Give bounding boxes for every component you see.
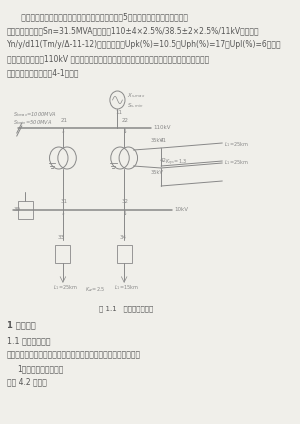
Text: 34: 34 (119, 235, 126, 240)
Text: 30: 30 (14, 207, 20, 212)
Text: 41: 41 (159, 138, 167, 143)
Text: 35kV: 35kV (151, 138, 164, 143)
Text: 110kV: 110kV (154, 125, 171, 130)
Text: 31: 31 (60, 199, 68, 204)
Text: 11: 11 (115, 110, 122, 115)
Text: $L_1$=25km: $L_1$=25km (53, 283, 77, 292)
Text: 22: 22 (122, 118, 129, 123)
Text: 42: 42 (159, 158, 167, 163)
Bar (18, 201, 33, 219)
Text: $S_{kmin}$=500MVA: $S_{kmin}$=500MVA (13, 118, 52, 127)
Text: ↓: ↓ (122, 211, 127, 216)
Text: 10kV: 10kV (175, 207, 188, 212)
Text: 1、画出线路等值电路: 1、画出线路等值电路 (17, 364, 63, 373)
Text: ↓: ↓ (61, 211, 66, 216)
Text: 接接地。其余参数如图4-1所示。: 接接地。其余参数如图4-1所示。 (7, 68, 79, 77)
Text: 用标幺值计算短路电流参数，确定线路计算点，计算短路电流值。: 用标幺值计算短路电流参数，确定线路计算点，计算短路电流值。 (7, 350, 141, 359)
Text: 变压器同时运行，110kV 侧的中性主只有一组接地；皆只有一组运行，则运行变压器中性主直: 变压器同时运行，110kV 侧的中性主只有一组接地；皆只有一组运行，则运行变压器… (7, 54, 209, 63)
Text: $L_1$=25km: $L_1$=25km (224, 158, 249, 167)
Text: $S_{s,min}$: $S_{s,min}$ (127, 102, 143, 110)
Text: $K_{zz}$=2.5: $K_{zz}$=2.5 (85, 285, 106, 294)
Text: $L_1$=15km: $L_1$=15km (114, 283, 139, 292)
Text: $S_{kmax}$=1000MVA: $S_{kmax}$=1000MVA (13, 110, 56, 119)
Text: $L_1$=25km: $L_1$=25km (224, 140, 249, 149)
Text: 21: 21 (60, 118, 68, 123)
Bar (56, 245, 70, 263)
Text: ↓: ↓ (61, 129, 66, 134)
Text: 图 1.1   变变电所主接线: 图 1.1 变变电所主接线 (99, 305, 153, 312)
Text: 1 设计计算: 1 设计计算 (7, 320, 35, 329)
Text: $X_{s,max}$: $X_{s,max}$ (127, 92, 145, 100)
Bar (117, 245, 132, 263)
Text: Yn/y/d11(Tm/y/Δ-11-12)，短路电压：Upk(%)=10.5；Uph(%)=17；Upl(%)=6，两台: Yn/y/d11(Tm/y/Δ-11-12)，短路电压：Upk(%)=10.5；… (7, 40, 281, 49)
Text: ↓: ↓ (122, 129, 127, 134)
Text: 33: 33 (58, 235, 65, 240)
Text: 32: 32 (122, 199, 129, 204)
Text: $K_{sys}$=1.3: $K_{sys}$=1.3 (165, 158, 188, 168)
Text: 1.1 线路电流计算: 1.1 线路电流计算 (7, 336, 50, 345)
Text: 如图 4.2 所示。: 如图 4.2 所示。 (7, 377, 47, 386)
Text: 35kV: 35kV (151, 170, 164, 175)
Text: 某变电所的主接线如图所示。已知两台变压器均为5绕组，油浸式，强迫风冷、分: 某变电所的主接线如图所示。已知两台变压器均为5绕组，油浸式，强迫风冷、分 (7, 12, 188, 21)
Text: 级绝缘。基参数：Sn=31.5MVA，电压：110±4×2.5%/38.5±2×2.5%/11kV，接线：: 级绝缘。基参数：Sn=31.5MVA，电压：110±4×2.5%/38.5±2×… (7, 26, 259, 35)
